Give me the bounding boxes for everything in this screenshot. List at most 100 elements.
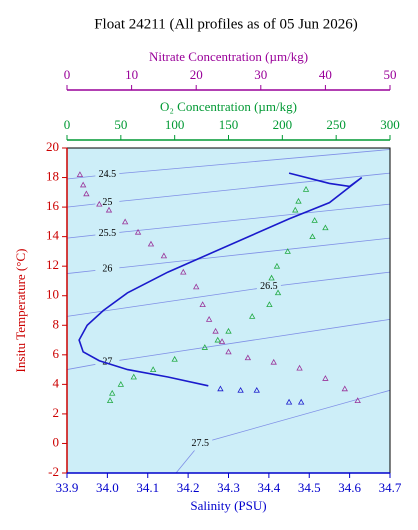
salinity-point xyxy=(217,385,224,392)
nitrate-point xyxy=(199,301,206,307)
nitrate-tick-label: 10 xyxy=(125,67,138,82)
salinity-point xyxy=(297,398,305,405)
o2-tick-label: 50 xyxy=(114,117,127,132)
contour-label: 26.5 xyxy=(260,281,278,292)
o2-point xyxy=(311,217,318,223)
nitrate-tick-label: 50 xyxy=(384,67,397,82)
salinity-profile xyxy=(78,172,363,387)
contour-label: 26 xyxy=(102,263,112,274)
contour-label: 27.5 xyxy=(191,438,209,449)
contour-label-bg xyxy=(188,436,213,451)
o2-point xyxy=(295,197,302,204)
nitrate-point xyxy=(180,268,187,275)
o2-point xyxy=(274,289,282,296)
y-tick-label: 6 xyxy=(53,346,60,361)
nitrate-point xyxy=(270,358,277,365)
y-tick-label: 0 xyxy=(53,434,60,449)
o2-point xyxy=(214,336,221,343)
nitrate-point xyxy=(322,375,329,381)
o2-point xyxy=(268,274,275,281)
contour-label: 24.5 xyxy=(99,169,117,180)
x-tick-label: 34.1 xyxy=(136,480,159,495)
y-tick-label: 8 xyxy=(53,316,60,331)
contour-label-bg xyxy=(95,226,120,241)
contour-label: 25 xyxy=(102,197,112,208)
nitrate-point xyxy=(105,206,113,213)
o2-tick-label: 300 xyxy=(380,117,400,132)
nitrate-point xyxy=(193,283,200,290)
o2-point xyxy=(149,366,157,372)
o2-point xyxy=(109,389,116,396)
nitrate-point xyxy=(205,316,213,322)
o2-point xyxy=(130,373,137,380)
x-tick-label: 34.7 xyxy=(379,480,402,495)
y-tick-label: 16 xyxy=(46,198,60,213)
y-tick-label: 14 xyxy=(46,228,60,243)
salinity-point xyxy=(253,386,260,393)
contour-label: 25.5 xyxy=(99,228,117,239)
contour-label: 27 xyxy=(102,357,112,368)
nitrate-tick-label: 20 xyxy=(190,67,203,82)
x-tick-label: 34.6 xyxy=(338,480,361,495)
o2-point xyxy=(106,397,114,404)
nitrate-tick-label: 40 xyxy=(319,67,332,82)
plot-clip: 24.5 25 25.5 26 26.5 27 27.5 xyxy=(67,149,390,473)
nitrate-point xyxy=(134,228,142,235)
nitrate-point xyxy=(296,364,303,371)
x-tick-label: 34.3 xyxy=(217,480,240,495)
o2-tick-label: 100 xyxy=(165,117,185,132)
y-tick-label: 4 xyxy=(53,375,60,390)
y-tick-label: 2 xyxy=(53,405,60,420)
o2-tick-label: 250 xyxy=(326,117,346,132)
contour-label-bg xyxy=(95,262,120,277)
o2-point xyxy=(201,344,208,350)
y-tick-label: 12 xyxy=(46,257,59,272)
x-tick-label: 34.4 xyxy=(258,480,281,495)
salinity-point xyxy=(285,398,293,405)
nitrate-point xyxy=(225,348,232,355)
y-tick-label: 20 xyxy=(46,139,59,154)
nitrate-tick-label: 30 xyxy=(254,67,267,82)
nitrate-point xyxy=(147,240,155,247)
o2-point xyxy=(292,206,299,213)
o2-point xyxy=(309,233,316,240)
o2-tick-label: 200 xyxy=(273,117,293,132)
contour-label-bg xyxy=(256,279,281,294)
o2-point xyxy=(171,355,178,362)
salinity-point xyxy=(237,386,244,393)
o2-point xyxy=(273,262,281,269)
nitrate-point xyxy=(76,171,84,177)
o2-point xyxy=(284,248,291,254)
o2-point xyxy=(225,327,232,334)
y-tick-label: -2 xyxy=(48,464,59,479)
nitrate-point xyxy=(79,181,87,188)
o2-tick-label: 0 xyxy=(64,117,71,132)
nitrate-point xyxy=(83,190,90,197)
o2-point xyxy=(302,186,310,192)
chart-title: Float 24211 (All profiles as of 05 Jun 2… xyxy=(94,16,358,32)
nitrate-point xyxy=(244,354,252,361)
nitrate-axis-label: Nitrate Concentration (µm/kg) xyxy=(149,49,308,64)
x-tick-label: 34.5 xyxy=(298,480,321,495)
y-axis-label: Insitu Temperature (°C) xyxy=(13,249,28,373)
nitrate-point xyxy=(218,338,226,344)
o2-point xyxy=(322,224,329,231)
x-tick-label: 33.9 xyxy=(56,480,79,495)
nitrate-point xyxy=(354,397,361,404)
nitrate-point xyxy=(160,252,168,259)
contour-label-bg xyxy=(95,167,120,182)
x-tick-label: 34.2 xyxy=(177,480,200,495)
o2-point xyxy=(249,313,256,319)
o2-tick-label: 150 xyxy=(219,117,239,132)
nitrate-point xyxy=(121,218,129,225)
nitrate-point xyxy=(96,200,103,207)
o2-axis-label: O₂ Concentration (µm/kg) xyxy=(160,99,297,114)
x-tick-label: 34.0 xyxy=(96,480,119,495)
nitrate-point xyxy=(212,327,219,334)
nitrate-tick-label: 0 xyxy=(64,67,71,82)
plot-background xyxy=(67,148,390,473)
nitrate-point xyxy=(341,385,348,392)
x-axis-label: Salinity (PSU) xyxy=(190,498,266,513)
y-tick-label: 18 xyxy=(46,169,59,184)
